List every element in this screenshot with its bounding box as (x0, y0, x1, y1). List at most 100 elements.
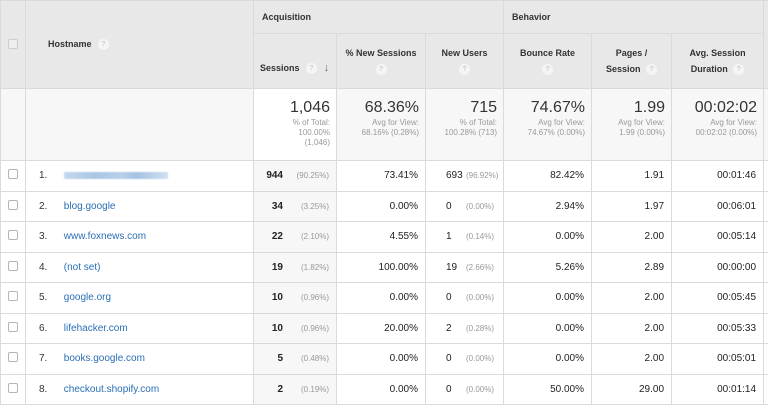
sessions-column-header[interactable]: Sessions ? ↓ (253, 33, 337, 89)
new-users-percent: (96.92%) (466, 171, 499, 181)
select-all-checkbox[interactable] (8, 38, 18, 49)
pct-new-sessions-column-header[interactable]: % New Sessions ? (336, 33, 426, 89)
total-new-users: 715 % of Total: 100.28% (713) (424, 88, 505, 161)
row-checkbox[interactable] (8, 260, 18, 271)
row-select-cell (0, 160, 26, 192)
row-select-cell (0, 312, 26, 344)
redacted-hostname-link[interactable] (63, 170, 168, 181)
sessions-value: 22 (271, 231, 283, 243)
pct-new-sessions-cell: 73.41% (336, 160, 426, 192)
help-icon[interactable]: ? (733, 64, 745, 76)
help-icon[interactable]: ? (542, 64, 554, 76)
row-checkbox[interactable] (8, 291, 18, 302)
total-bounce-rate: 74.67% Avg for View: 74.67% (0.00%) (503, 88, 593, 161)
sessions-percent: (0.96%) (300, 293, 329, 303)
hostname-link[interactable]: www.foxnews.com (63, 231, 147, 243)
sessions-value: 5 (277, 353, 283, 365)
sessions-value: 2 (277, 383, 283, 395)
acquisition-group-header: Acquisition (252, 0, 505, 34)
sessions-cell: 10 (0.96%) (253, 282, 337, 314)
avg-session-duration-cell: 00:05:45 (671, 282, 765, 314)
sessions-value: 944 (266, 170, 283, 182)
help-icon[interactable]: ? (646, 64, 658, 76)
new-users-percent: (0.28%) (466, 323, 495, 333)
pages-per-session-cell: 2.89 (591, 251, 673, 283)
sessions-cell: 2 (0.19%) (253, 373, 337, 405)
row-index: 2. (39, 200, 48, 212)
total-caption: 68.16% (0.28%) (361, 128, 419, 137)
row-index: 7. (39, 353, 48, 365)
row-checkbox[interactable] (8, 321, 18, 332)
new-users-value: 0 (446, 200, 452, 212)
pages-per-session-cell: 1.97 (591, 190, 673, 222)
row-checkbox[interactable] (8, 352, 18, 363)
bounce-rate-cell: 50.00% (503, 373, 593, 405)
hostname-link[interactable]: google.org (63, 292, 112, 304)
help-icon[interactable]: ? (375, 64, 387, 76)
new-users-cell: 0 (0.00%) (424, 373, 505, 405)
total-caption: 1.99 (0.00%) (619, 128, 666, 137)
sessions-cell: 10 (0.96%) (253, 312, 337, 344)
table-edge (763, 0, 768, 89)
bounce-rate-header-label: Bounce Rate (520, 48, 576, 58)
row-select-cell (0, 190, 26, 222)
row-index: 1. (39, 170, 48, 182)
new-users-value: 2 (446, 322, 452, 334)
avg-session-duration-column-header[interactable]: Avg. Session Duration ? (671, 33, 765, 89)
sessions-value: 10 (271, 292, 283, 304)
new-users-cell: 0 (0.00%) (424, 190, 505, 222)
help-icon[interactable]: ? (459, 64, 470, 76)
sessions-percent: (90.25%) (296, 171, 329, 181)
totals-empty-cell (25, 88, 254, 161)
help-icon[interactable]: ? (98, 39, 110, 51)
hostname-link[interactable]: books.google.com (63, 353, 145, 365)
hostname-cell: 2. blog.google (25, 190, 254, 222)
pages-header-line1: Pages / (615, 48, 648, 58)
total-duration-value: 00:02:02 (694, 99, 758, 116)
new-users-percent: (0.00%) (466, 384, 495, 394)
hostname-column-header[interactable]: Hostname ? (25, 0, 254, 89)
total-bounce-rate-value: 74.67% (530, 99, 586, 116)
hostname-link[interactable]: checkout.shopify.com (63, 383, 160, 395)
avg-session-duration-cell: 00:01:46 (671, 160, 765, 192)
row-index: 3. (39, 231, 48, 243)
row-checkbox[interactable] (8, 230, 18, 241)
row-select-cell (0, 343, 26, 375)
new-users-cell: 1 (0.14%) (424, 221, 505, 253)
new-users-value: 1 (446, 231, 452, 243)
total-caption: % of Total: (459, 118, 498, 127)
table-row: 2. blog.google 34 (3.25%) 0.00% 0 (0.00%) … (0, 190, 768, 222)
totals-empty-cell (0, 88, 26, 161)
table-row: 4. (not set) 19 (1.82%) 100.00% 19 (2.66%)… (0, 251, 768, 283)
new-users-value: 0 (446, 292, 452, 304)
total-caption: 74.67% (0.00%) (527, 128, 586, 137)
pages-per-session-column-header[interactable]: Pages / Session ? (591, 33, 673, 89)
hostname-link[interactable]: blog.google (63, 200, 116, 212)
new-users-column-header[interactable]: New Users ? (424, 33, 505, 89)
sort-descending-icon[interactable]: ↓ (323, 62, 330, 75)
help-icon[interactable]: ? (306, 62, 318, 74)
pages-per-session-cell: 2.00 (591, 312, 673, 344)
sessions-cell: 19 (1.82%) (253, 251, 337, 283)
sessions-header-label: Sessions (260, 62, 300, 73)
table-row: 8. checkout.shopify.com 2 (0.19%) 0.00% 0… (0, 373, 768, 405)
row-checkbox[interactable] (8, 169, 18, 180)
total-caption: Avg for View: (538, 118, 586, 127)
table-edge (763, 343, 768, 375)
row-select-cell (0, 251, 26, 283)
bounce-rate-cell: 2.94% (503, 190, 593, 222)
row-checkbox[interactable] (8, 199, 18, 210)
bounce-rate-column-header[interactable]: Bounce Rate ? (503, 33, 593, 89)
pct-new-sessions-cell: 0.00% (336, 190, 426, 222)
hostname-link[interactable]: (not set) (63, 261, 101, 273)
total-pages-value: 1.99 (633, 99, 666, 116)
bounce-rate-cell: 0.00% (503, 282, 593, 314)
hostname-link[interactable]: lifehacker.com (63, 322, 128, 334)
hostname-cell: 5. google.org (25, 282, 254, 314)
row-checkbox[interactable] (8, 382, 18, 393)
sessions-cell: 5 (0.48%) (253, 343, 337, 375)
bounce-rate-cell: 5.26% (503, 251, 593, 283)
new-users-percent: (0.00%) (466, 201, 495, 211)
new-users-value: 0 (446, 383, 452, 395)
